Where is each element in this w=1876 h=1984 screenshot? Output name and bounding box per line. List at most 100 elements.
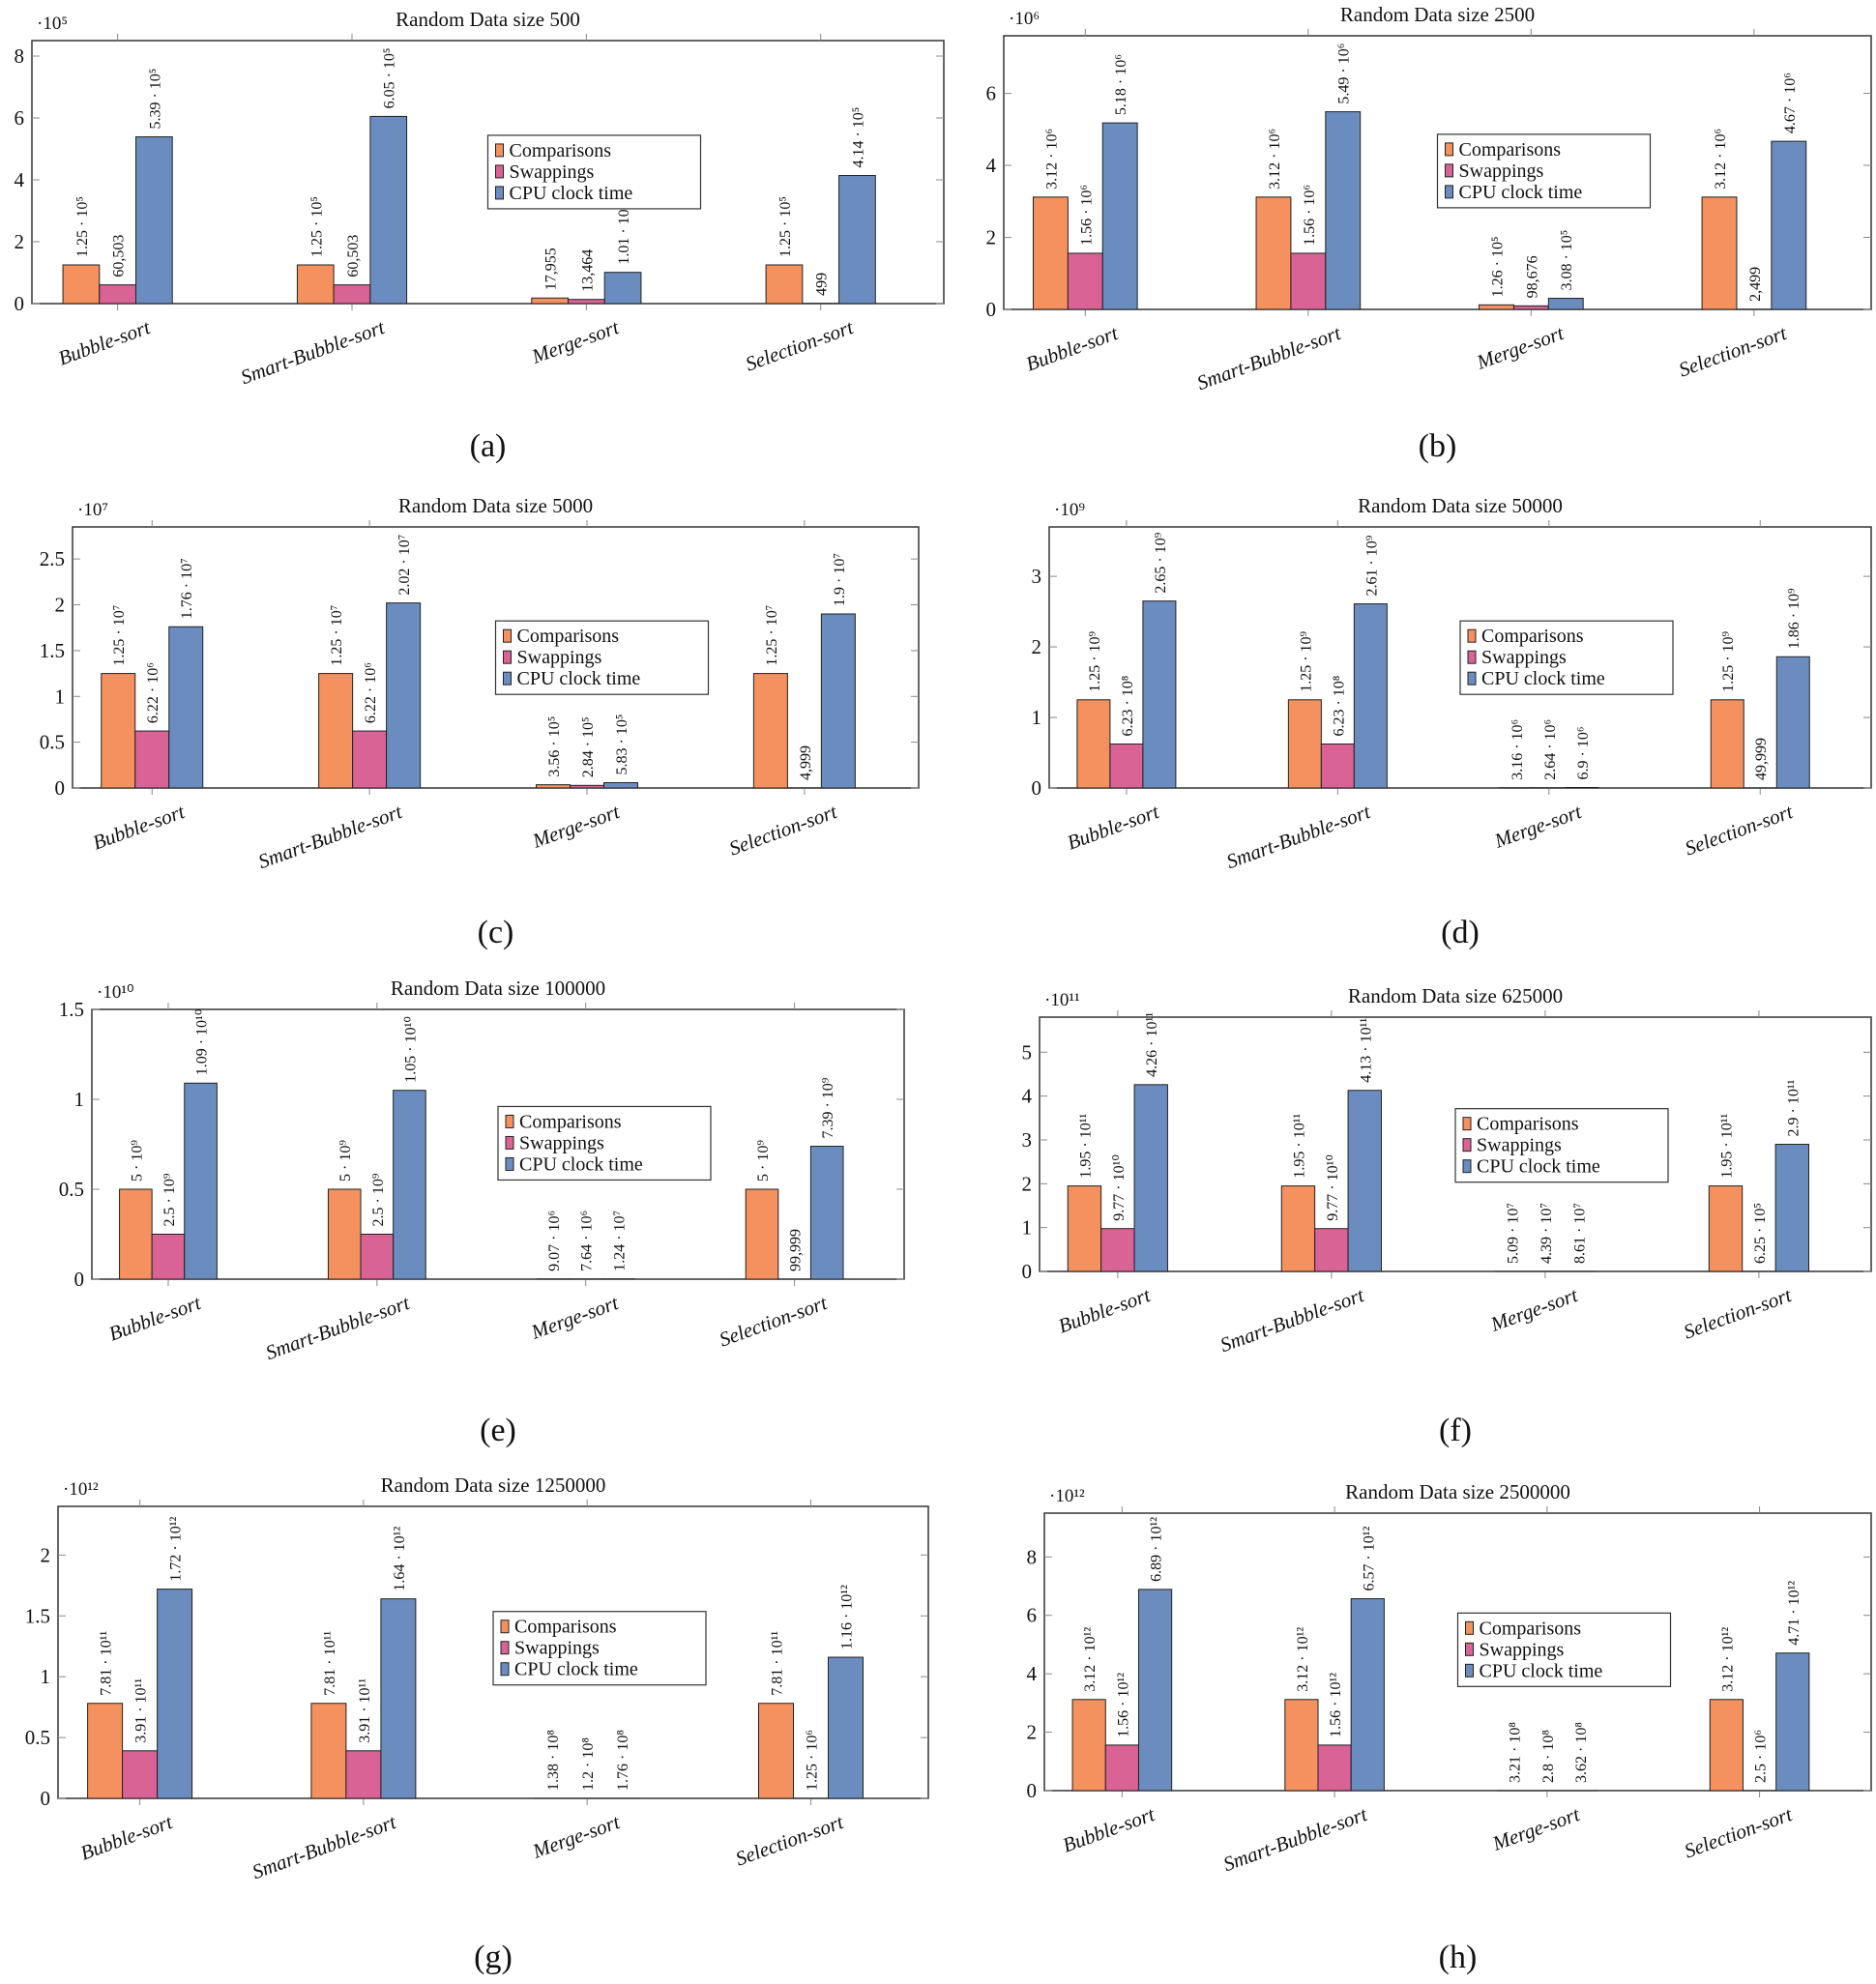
bar-swappings: [134, 730, 170, 789]
data-label: 1.76 · 10⁷: [179, 558, 195, 619]
legend-label: Comparisons: [1477, 1114, 1579, 1135]
data-label: 1.9 · 10⁷: [832, 553, 848, 606]
chart-panel-f: Random Data size 625000 ·10¹¹ 0 1 2 3 4 5 Bubble…: [1022, 984, 1872, 1448]
data-label: 2.5 · 10⁶: [1753, 1730, 1770, 1783]
data-label: 7.81 · 10¹¹: [770, 1631, 786, 1696]
chart-title: Random Data size 2500000: [1345, 1480, 1570, 1503]
x-tick-label: Smart-Bubble-sort: [255, 800, 406, 873]
data-label: 2.9 · 10¹¹: [1785, 1079, 1802, 1136]
legend-label: Swappings: [1459, 160, 1544, 182]
x-tick-label: Merge-sort: [527, 1291, 622, 1344]
legend-swatch: [495, 143, 504, 158]
legend-label: CPU clock time: [1480, 1660, 1603, 1681]
legend-label: Comparisons: [514, 1617, 617, 1638]
bar-cpu-clock-time: [603, 272, 642, 305]
bar-swappings: [570, 784, 604, 789]
bar-cpu-clock-time: [369, 115, 408, 305]
bar-comparisons: [1032, 196, 1069, 310]
x-tick-label: Smart-Bubble-sort: [262, 1291, 413, 1364]
y-tick-label: 1: [1022, 1216, 1033, 1240]
data-label: 5.09 · 10⁷: [1505, 1203, 1521, 1264]
plot-frame: [91, 1008, 905, 1280]
chart-panel-d: Random Data size 50000 ·10⁹ 0 1 2 3 Bubble-sor…: [1032, 494, 1872, 950]
bar-comparisons: [1710, 699, 1744, 789]
legend-swatch: [1465, 1663, 1474, 1678]
y-tick-label: 2.5: [40, 547, 65, 570]
y-multiplier: ·10⁶: [1009, 9, 1040, 29]
data-label: 1.86 · 10⁹: [1786, 588, 1803, 649]
bar-swappings: [1317, 1744, 1352, 1792]
data-label: 9.77 · 10¹⁰: [1325, 1154, 1341, 1221]
bar-comparisons: [296, 264, 335, 305]
data-label: 2.8 · 10⁸: [1540, 1730, 1557, 1783]
bar-swappings: [122, 1750, 159, 1799]
bar-comparisons: [752, 673, 788, 789]
y-multiplier: ·10¹²: [1049, 1486, 1085, 1506]
y-tick-label: 0.5: [40, 731, 65, 754]
chart-title: Random Data size 2500: [1340, 3, 1535, 26]
data-label: 3.91 · 10¹¹: [133, 1678, 150, 1743]
chart-title: Random Data size 625000: [1348, 984, 1563, 1007]
y-multiplier: ·10⁹: [1054, 500, 1085, 520]
legend-label: CPU clock time: [510, 183, 633, 204]
chart-title: Random Data size 500: [396, 8, 580, 31]
data-label: 2,499: [1747, 267, 1764, 302]
x-tick-label: Bubble-sort: [1060, 1802, 1158, 1857]
legend-box: [486, 134, 702, 210]
plot-frame: [31, 40, 945, 305]
legend-swatch: [1445, 142, 1453, 157]
bar-cpu-clock-time: [1347, 1090, 1382, 1272]
bar-comparisons: [536, 784, 571, 789]
bar-swappings: [360, 1234, 395, 1280]
y-multiplier: ·10¹⁰: [97, 982, 134, 1003]
bar-comparisons: [1708, 1185, 1744, 1272]
x-tick-label: Merge-sort: [529, 1810, 624, 1863]
data-label: 8.61 · 10⁷: [1571, 1203, 1588, 1264]
bar-cpu-clock-time: [386, 602, 422, 789]
legend-label: CPU clock time: [1481, 668, 1605, 689]
data-label: 6.22 · 10⁶: [145, 662, 161, 723]
plot-frame: [57, 1505, 929, 1799]
panel-caption: (h): [1439, 1940, 1478, 1975]
bar-comparisons: [1479, 304, 1514, 310]
bar-comparisons: [1701, 196, 1738, 310]
legend-swatch: [1445, 163, 1453, 178]
data-label: 1.05 · 10¹⁰: [402, 1016, 419, 1083]
bar-comparisons: [745, 1188, 779, 1280]
y-tick-label: 6: [986, 82, 997, 105]
bar-cpu-clock-time: [1547, 298, 1584, 310]
bar-cpu-clock-time: [184, 1082, 218, 1280]
bar-cpu-clock-time: [820, 613, 856, 789]
legend-label: Comparisons: [510, 140, 612, 161]
data-label: 6.9 · 10⁶: [1575, 727, 1592, 780]
legend-label: CPU clock time: [519, 1153, 643, 1175]
y-tick-label: 1.5: [25, 1604, 50, 1627]
bar-swappings: [1290, 252, 1327, 310]
panel-caption: (c): [478, 915, 514, 950]
bar-cpu-clock-time: [380, 1598, 417, 1799]
bar-cpu-clock-time: [1775, 1652, 1810, 1792]
data-label: 49,999: [1753, 738, 1770, 780]
legend-box: [1454, 1108, 1669, 1183]
bar-comparisons: [62, 264, 101, 305]
x-tick-label: Merge-sort: [1473, 321, 1568, 374]
y-tick-label: 1: [74, 1088, 85, 1111]
data-label: 5.18 · 10⁶: [1113, 54, 1129, 115]
x-tick-label: Merge-sort: [529, 800, 624, 853]
y-tick-label: 4: [15, 168, 25, 191]
chart-panel-e: Random Data size 100000 ·10¹⁰ 0 0.5 1 1.5 Bubb…: [59, 977, 905, 1448]
plot-frame: [1043, 1512, 1872, 1792]
data-label: 3.62 · 10⁸: [1573, 1722, 1590, 1783]
bar-cpu-clock-time: [1774, 1144, 1809, 1272]
y-tick-label: 2: [1027, 1721, 1038, 1744]
data-label: 6.05 · 10⁵: [382, 47, 398, 108]
data-label: 4.13 · 10¹¹: [1358, 1018, 1374, 1083]
data-label: 2.65 · 10⁹: [1153, 532, 1169, 593]
data-label: 60,503: [111, 235, 128, 277]
data-label: 9.07 · 10⁶: [546, 1211, 563, 1271]
y-multiplier: ·10¹¹: [1044, 990, 1080, 1010]
plot-frame: [1003, 35, 1872, 310]
x-tick-label: Selection-sort: [732, 1810, 847, 1871]
bar-swappings: [1512, 305, 1549, 310]
